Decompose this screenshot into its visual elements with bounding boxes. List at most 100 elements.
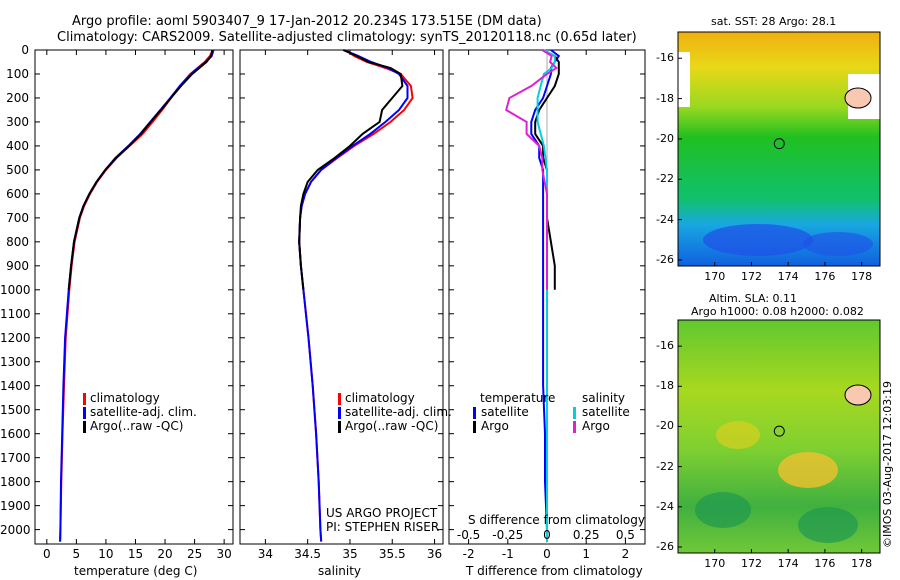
- legend-swatch-s-argo: [573, 421, 576, 433]
- temp-clim-line: [59, 49, 214, 542]
- legend-swatch-t-sat: [473, 407, 476, 419]
- legend-diff-temp-argo: Argo: [481, 419, 509, 433]
- legend-swatch-sat: [83, 407, 86, 419]
- legend-temp-sat: satellite-adj. clim.: [90, 405, 197, 419]
- map-y-tick-label: -26: [656, 539, 674, 553]
- depth-tick-label: 2000: [0, 522, 31, 537]
- depth-tick-label: 1700: [0, 450, 31, 465]
- sla-map-subtitle: Argo h1000: 0.08 h2000: 0.082: [691, 305, 864, 318]
- depth-tick-label: 500: [6, 162, 29, 177]
- x-tick-label: 30: [216, 547, 232, 561]
- x-tick-label: -2: [462, 547, 475, 561]
- sal-sat-line: [298, 49, 409, 542]
- x-tick-label: 15: [127, 547, 144, 561]
- legend-swatch-sat: [338, 407, 341, 419]
- sla-high-patch: [778, 452, 838, 488]
- map-y-tick-label: -18: [656, 91, 674, 105]
- project-credit: US ARGO PROJECT: [326, 506, 438, 520]
- temp-argo-line: [67, 49, 214, 290]
- x-tick-label: 1: [582, 547, 590, 561]
- x-tick-label: 35.5: [378, 547, 406, 561]
- island-shape: [844, 384, 872, 406]
- depth-tick-label: 100: [6, 66, 29, 81]
- x-tick-label: 0: [42, 547, 51, 561]
- sdiff-xlabel: S difference from climatology: [468, 513, 645, 527]
- tdiff-xlabel: T difference from climatology: [466, 564, 643, 578]
- map-x-tick-label: 178: [851, 557, 873, 570]
- temperature-xlabel: temperature (deg C): [74, 564, 198, 578]
- map-x-tick-label: 174: [777, 557, 799, 570]
- title-line-1: Argo profile: aoml 5903407_9 17-Jan-2012…: [72, 14, 542, 29]
- map-x-tick-label: 174: [777, 270, 799, 283]
- map-y-tick-label: -18: [656, 379, 674, 393]
- depth-tick-label: 400: [6, 138, 29, 153]
- legend-sal-argo: Argo(..raw -QC): [345, 419, 439, 433]
- map-y-tick-label: -26: [656, 252, 674, 266]
- sla-low-patch: [695, 492, 751, 528]
- legend-diff-temp-sat: satellite: [481, 405, 529, 419]
- sst-cool-patch: [803, 232, 873, 256]
- argo-position-marker: [773, 425, 785, 437]
- legend-swatch-clim: [83, 393, 86, 405]
- map-frame-sst: [677, 31, 881, 267]
- s-tick-label: 0.25: [572, 528, 600, 542]
- x-tick-label: 10: [98, 547, 114, 561]
- legend-swatch-argo: [338, 421, 341, 433]
- s-tick-label: 0: [543, 528, 551, 542]
- legend-diff-temp-head: temperature: [480, 391, 556, 405]
- map-y-tick-label: -16: [656, 339, 674, 353]
- depth-tick-label: 200: [6, 90, 29, 105]
- x-tick-label: -1: [501, 547, 514, 561]
- depth-tick-label: 1500: [0, 402, 31, 417]
- sla-low-patch: [798, 507, 858, 543]
- legend-diff-sal-sat: satellite: [582, 405, 630, 419]
- s-tick-label: 0.5: [615, 528, 635, 542]
- sal-argo-line: [298, 49, 404, 290]
- depth-tick-label: 1900: [0, 498, 31, 513]
- legend-sal-clim: climatology: [345, 391, 415, 405]
- pi-credit: PI: STEPHEN RISER: [326, 520, 440, 534]
- x-tick-label: 20: [157, 547, 173, 561]
- legend-temp-argo: Argo(..raw -QC): [90, 419, 184, 433]
- sst-land-mask: [678, 52, 690, 107]
- x-tick-label: 5: [72, 547, 81, 561]
- map-x-tick-label: 172: [740, 270, 762, 283]
- legend-swatch-s-sat: [573, 407, 576, 419]
- legend-swatch-argo: [83, 421, 86, 433]
- s-tick-label: -0.25: [492, 528, 524, 542]
- map-x-tick-label: 170: [704, 557, 726, 570]
- x-tick-label: 34.5: [294, 547, 322, 561]
- map-x-tick-label: 170: [704, 270, 726, 283]
- x-tick-label: 25: [186, 547, 203, 561]
- x-tick-label: 2: [621, 547, 630, 561]
- salinity-xlabel: salinity: [318, 564, 362, 578]
- map-x-tick-label: 172: [740, 557, 762, 570]
- plot-frame-2: [239, 49, 444, 545]
- temp-sat-line: [59, 49, 215, 542]
- depth-tick-label: 1800: [0, 474, 31, 489]
- legend-swatch-clim: [338, 393, 341, 405]
- x-tick-label: 35: [342, 547, 358, 561]
- depth-tick-label: 1200: [0, 330, 31, 345]
- legend-diff-sal-argo: Argo: [582, 419, 610, 433]
- x-tick-label: 34: [257, 547, 274, 561]
- argo-position-marker: [773, 138, 785, 150]
- sst-map-title: sat. SST: 28 Argo: 28.1: [711, 15, 837, 28]
- sst-cool-patch: [703, 224, 813, 256]
- map-y-tick-label: -20: [656, 131, 674, 145]
- s-tick-label: -0.5: [456, 528, 481, 542]
- depth-tick-label: 700: [6, 210, 29, 225]
- map-x-tick-label: 176: [814, 270, 836, 283]
- depth-tick-label: 900: [6, 258, 29, 273]
- sla-map-title: Altim. SLA: 0.11: [709, 292, 798, 305]
- map-frame-sla: [677, 319, 881, 554]
- plot-frame-1: [34, 49, 234, 545]
- map-y-tick-label: -22: [656, 459, 674, 473]
- title-line-2: Climatology: CARS2009. Satellite-adjuste…: [57, 30, 637, 45]
- depth-tick-label: 600: [6, 186, 29, 201]
- x-tick-label: 0: [543, 547, 551, 561]
- map-x-tick-label: 178: [851, 270, 873, 283]
- s-argo-diff-line: [505, 49, 559, 290]
- legend-diff-sal-head: salinity: [582, 391, 626, 405]
